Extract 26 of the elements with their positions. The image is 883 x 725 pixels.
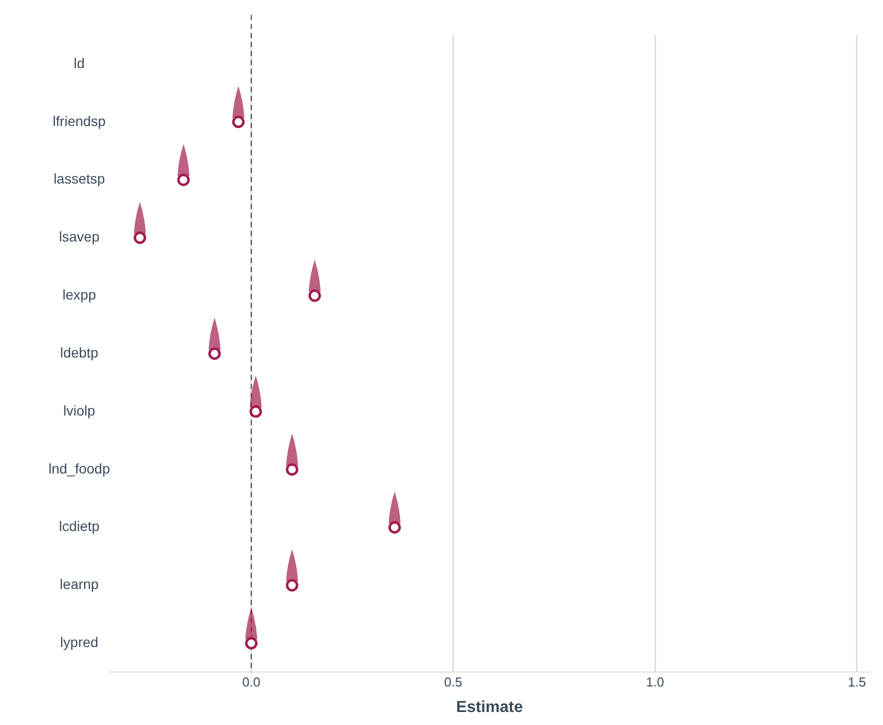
y-tick-label: lassetsp: [54, 170, 106, 187]
y-tick-label: ldebtp: [60, 344, 99, 360]
x-axis-title: Estimate: [456, 698, 523, 716]
x-tick-label: 1.0: [646, 674, 664, 690]
y-tick-label: ld: [74, 54, 85, 71]
y-tick-label: lsavep: [59, 228, 100, 245]
x-tick-label: 1.5: [848, 674, 866, 690]
point: [208, 347, 221, 360]
point: [232, 116, 245, 128]
y-tick-label: lfriendsp: [52, 112, 106, 129]
y-tick-label: lypred: [60, 634, 98, 650]
x-tick-label: 0.5: [444, 674, 462, 690]
y-tick-label: lviolp: [63, 402, 96, 418]
y-tick-label: lcdietp: [59, 518, 100, 534]
point: [286, 463, 298, 476]
point: [308, 289, 321, 302]
y-tick-label: lexpp: [62, 286, 96, 303]
point: [388, 521, 401, 534]
y-tick-label: learnp: [60, 576, 99, 592]
point: [286, 579, 298, 592]
point: [177, 174, 190, 186]
point: [245, 636, 258, 650]
point: [134, 231, 146, 244]
x-tick-label: 0.0: [242, 674, 260, 690]
y-tick-label: lnd_foodp: [48, 460, 110, 476]
point: [249, 405, 262, 418]
